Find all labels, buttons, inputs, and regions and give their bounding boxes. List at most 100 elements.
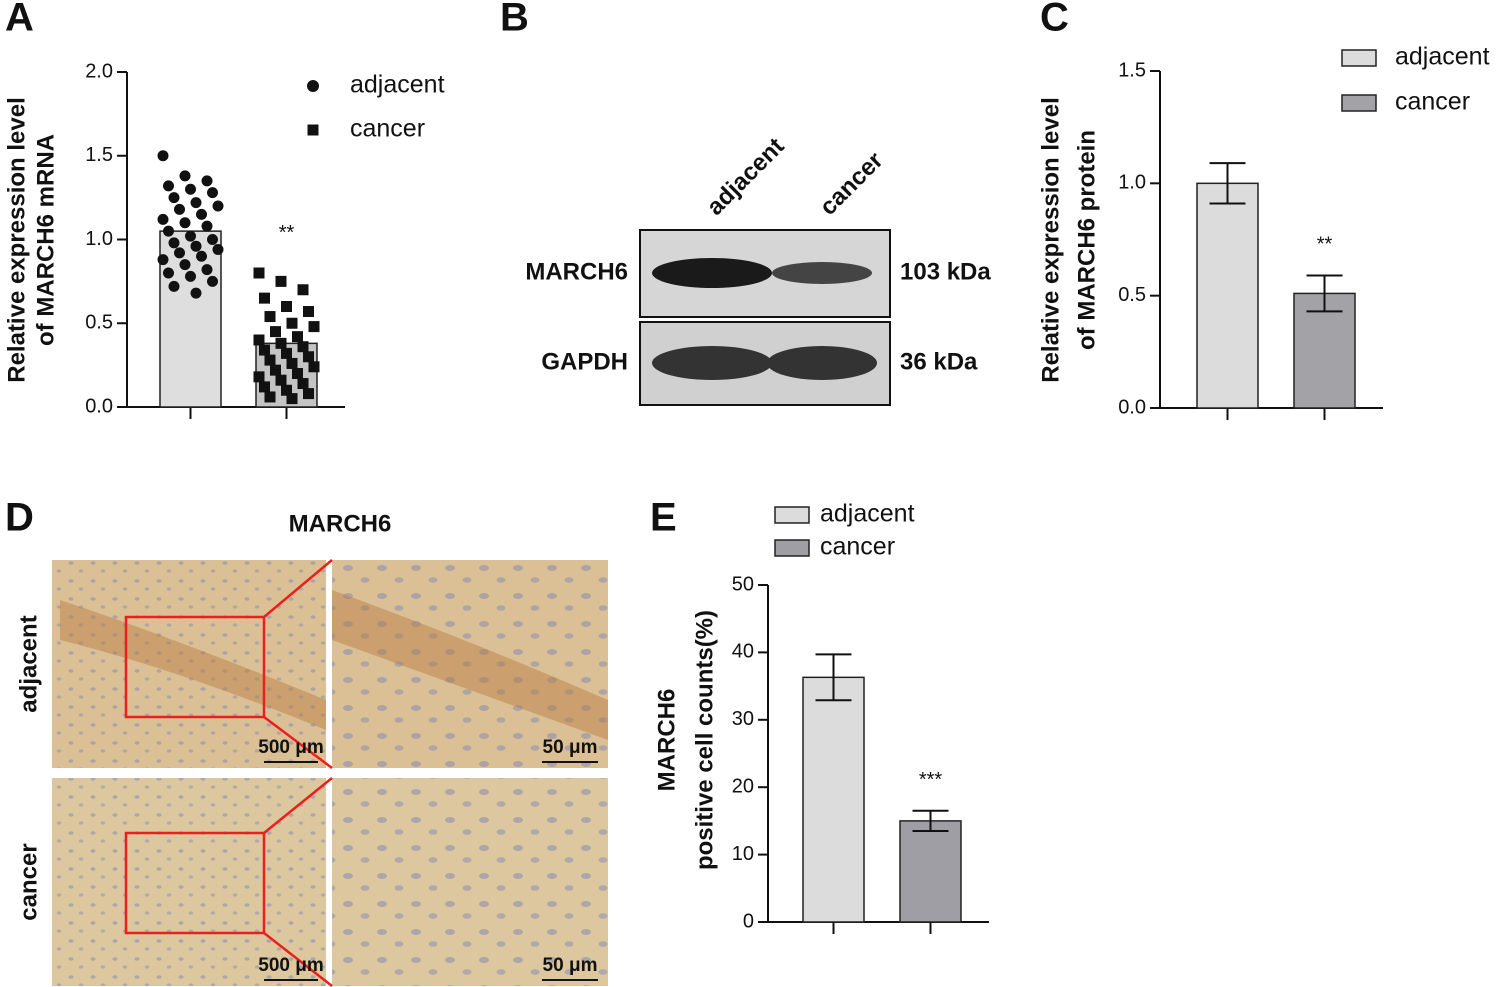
y-tick-label: 0.0 <box>1118 396 1146 418</box>
y-axis-label: MARCH6 <box>653 689 680 792</box>
data-point <box>292 331 303 343</box>
data-point <box>207 187 218 199</box>
data-point <box>297 341 309 353</box>
data-point <box>185 230 196 242</box>
y-tick-label: 0.5 <box>1118 284 1146 306</box>
data-point <box>207 275 218 287</box>
data-point <box>308 361 320 373</box>
data-point <box>157 150 169 162</box>
legend-label: cancer <box>1395 88 1470 116</box>
legend-label: adjacent <box>1395 43 1490 71</box>
blot-panel: B adjacent cancer MARCH6 GAPDH 103 kDa 3… <box>500 0 991 406</box>
data-point <box>179 259 191 271</box>
zoom-line <box>263 559 333 618</box>
ihc-panel: D MARCH6 adjacent cancer 500 μm 50 μm <box>5 496 608 987</box>
y-axis-label: of MARCH6 protein <box>1073 130 1100 350</box>
y-tick-label: 1.5 <box>85 144 113 166</box>
data-point <box>190 240 202 252</box>
panel-label: E <box>650 496 677 540</box>
data-point <box>286 357 298 369</box>
data-point <box>196 208 207 220</box>
legend-swatch <box>1341 94 1377 112</box>
ihc-texture <box>52 560 326 768</box>
data-point <box>264 391 276 403</box>
bar <box>802 676 865 923</box>
data-point <box>297 284 309 296</box>
data-point <box>253 371 265 383</box>
error-bar <box>815 653 852 702</box>
data-point <box>179 217 191 229</box>
data-point <box>259 292 270 304</box>
legend-label: cancer <box>350 115 425 143</box>
data-point <box>259 381 270 393</box>
data-point <box>286 393 298 405</box>
ihc-texture <box>52 778 326 986</box>
data-point <box>308 321 320 333</box>
legend-label: adjacent <box>820 500 915 528</box>
data-point <box>253 334 265 346</box>
zoom-box <box>124 831 266 935</box>
error-bar <box>912 809 949 833</box>
data-point <box>275 275 287 287</box>
band <box>652 346 772 380</box>
data-point <box>286 317 298 329</box>
y-tick-label: 0.0 <box>85 395 113 417</box>
data-point <box>163 267 174 279</box>
data-point <box>190 197 202 209</box>
y-axis-label: positive cell counts(%) <box>691 610 718 870</box>
legend-swatch <box>1341 49 1377 67</box>
row-label: cancer <box>15 843 42 920</box>
legend-marker <box>307 124 319 136</box>
scale-label: 50 μm <box>543 955 598 976</box>
data-point <box>163 225 174 237</box>
data-point <box>303 388 314 400</box>
lane-label: adjacent <box>702 133 790 221</box>
data-point <box>168 237 180 249</box>
data-point <box>168 280 180 292</box>
y-tick-label: 40 <box>732 641 754 663</box>
data-point <box>281 347 292 359</box>
zoom-line <box>263 716 333 769</box>
ihc-texture <box>332 560 608 768</box>
data-point <box>253 267 265 279</box>
data-point <box>264 311 276 323</box>
significance: ** <box>279 222 295 244</box>
data-point <box>303 306 314 318</box>
legend-swatch <box>774 539 810 557</box>
data-point <box>292 368 303 379</box>
y-tick-label: 10 <box>732 843 754 865</box>
band <box>767 346 877 380</box>
error-bar <box>1306 274 1343 313</box>
y-axis-label: Relative expression level <box>3 97 30 383</box>
data-point <box>157 213 169 225</box>
data-point <box>259 344 270 356</box>
ihc-title: MARCH6 <box>289 510 392 537</box>
data-point <box>168 192 180 204</box>
bar <box>899 820 962 923</box>
y-tick-label: 30 <box>732 708 754 730</box>
y-tick-label: 0.5 <box>85 312 113 334</box>
data-point <box>303 351 314 363</box>
bar <box>1293 292 1356 409</box>
data-point <box>275 337 287 349</box>
stain <box>332 590 608 740</box>
data-point <box>270 364 281 376</box>
data-point <box>275 374 287 386</box>
y-tick-label: 20 <box>732 775 754 797</box>
y-axis-label: Relative expression level <box>1037 97 1064 383</box>
data-point <box>185 183 196 195</box>
legend-swatch <box>774 506 810 524</box>
data-point <box>174 203 185 215</box>
data-point <box>201 220 213 232</box>
scale-label: 50 μm <box>543 737 598 758</box>
data-point <box>174 247 185 259</box>
band <box>652 258 772 288</box>
lane-label: cancer <box>815 147 889 221</box>
zoom-line <box>263 777 333 834</box>
panel-label: B <box>500 0 529 40</box>
protein-label: MARCH6 <box>525 258 628 285</box>
data-point <box>264 354 276 366</box>
scale-label: 500 μm <box>258 737 324 758</box>
zoom-line <box>263 932 333 987</box>
